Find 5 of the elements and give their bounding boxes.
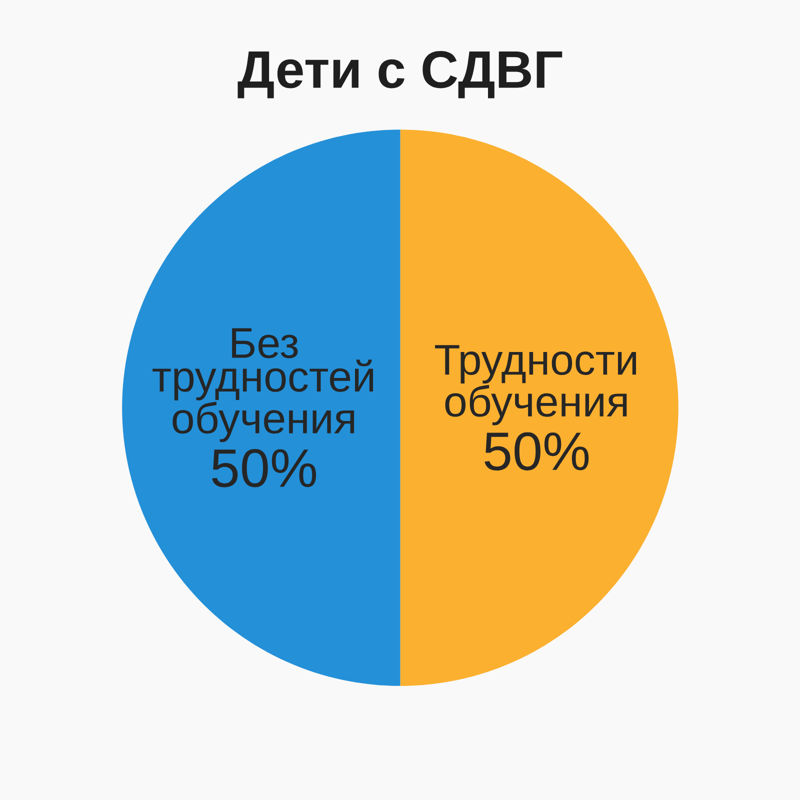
- slice-label: Без трудностей обучения: [152, 328, 374, 442]
- data-label: 50%: [212, 449, 316, 488]
- slice-label: Трудности обучения: [435, 345, 636, 426]
- chart-title: Дети с СДВГ: [238, 50, 562, 98]
- data-label: 50%: [484, 432, 589, 470]
